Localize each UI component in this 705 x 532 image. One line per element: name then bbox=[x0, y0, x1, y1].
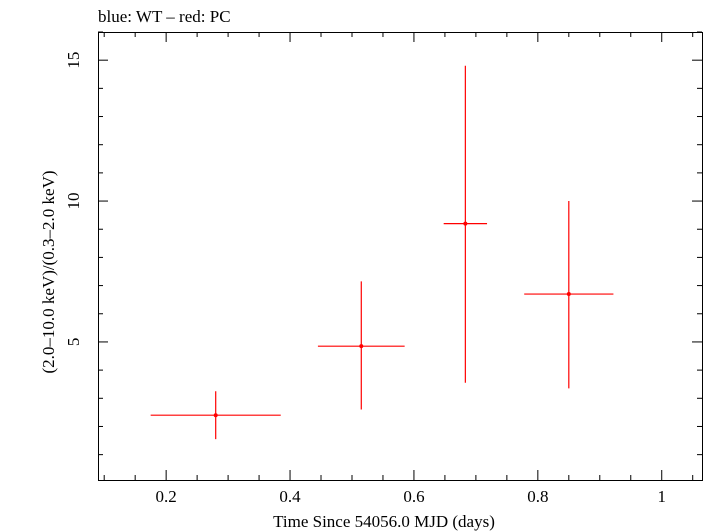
chart-title: blue: WT – red: PC bbox=[98, 7, 231, 26]
data-point-pc bbox=[524, 201, 614, 389]
x-tick-label: 0.6 bbox=[403, 487, 424, 506]
data-marker bbox=[359, 344, 364, 349]
data-layer bbox=[150, 65, 614, 440]
x-tick-label: 1 bbox=[657, 487, 666, 506]
y-tick-label: 15 bbox=[64, 52, 83, 69]
data-point-pc bbox=[317, 281, 405, 410]
data-marker bbox=[463, 221, 468, 226]
y-tick-label: 10 bbox=[64, 193, 83, 210]
data-point-pc bbox=[443, 65, 488, 383]
data-marker bbox=[213, 413, 218, 418]
plot-frame bbox=[98, 32, 703, 481]
y-tick-label: 5 bbox=[64, 338, 83, 347]
x-tick-label: 0.2 bbox=[156, 487, 177, 506]
data-marker bbox=[566, 292, 571, 297]
x-axis-label: Time Since 54056.0 MJD (days) bbox=[273, 512, 495, 531]
y-axis-label: (2.0–10.0 keV)/(0.3–2.0 keV) bbox=[39, 170, 58, 373]
x-tick-label: 0.4 bbox=[279, 487, 301, 506]
data-point-pc bbox=[150, 391, 281, 440]
y-axis-ticks: 5 10 15 bbox=[64, 31, 702, 456]
x-axis-ticks: 0.2 0.4 0.6 0.8 1 bbox=[103, 32, 694, 506]
x-tick-label: 0.8 bbox=[527, 487, 548, 506]
